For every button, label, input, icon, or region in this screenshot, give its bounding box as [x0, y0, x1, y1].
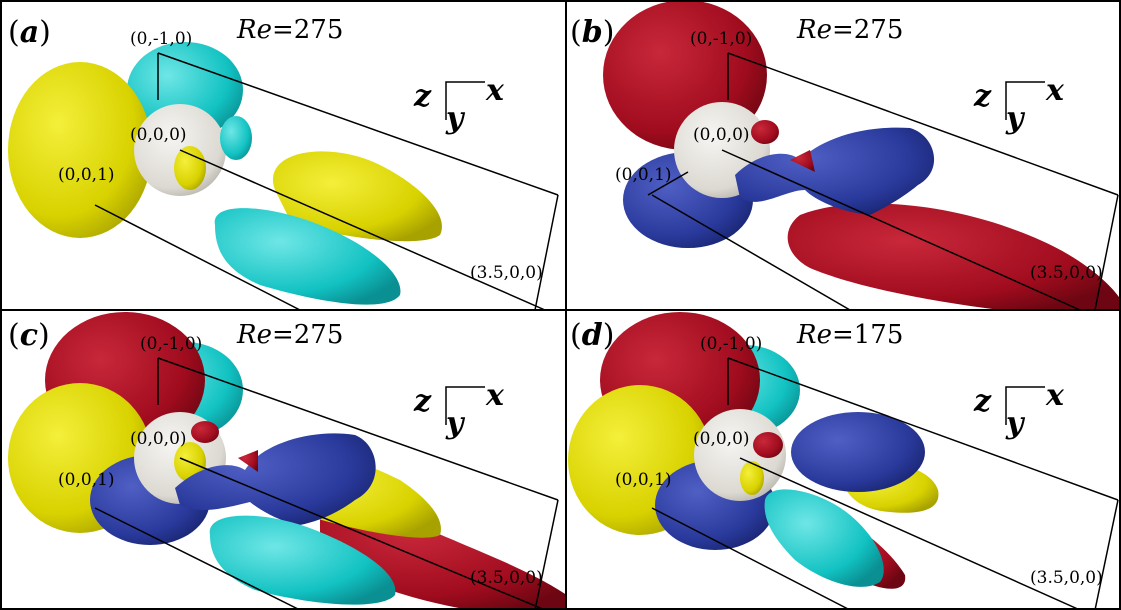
axis-x-c: x [485, 378, 505, 413]
axis-x-b: x [1045, 73, 1065, 108]
axis-y-a: y [445, 101, 466, 136]
panel-c [8, 312, 565, 610]
coord-top-b: (0,-1,0) [690, 29, 752, 49]
panel-b [566, 0, 1121, 310]
axis-z-b: z [973, 79, 992, 114]
axis-triad-c [445, 386, 485, 425]
coord-origin-a: (0,0,0) [130, 125, 187, 145]
axis-y-d: y [1005, 406, 1026, 441]
panel-a [8, 42, 559, 310]
coord-side-d: (0,0,1) [615, 470, 672, 490]
coord-origin-b: (0,0,0) [693, 125, 750, 145]
coord-end-a: (3.5,0,0) [470, 263, 543, 283]
panel-letter-a: (a) [8, 15, 51, 50]
axis-x-a: x [485, 73, 505, 108]
axis-z-d: z [973, 384, 992, 419]
axis-z-a: z [413, 79, 432, 114]
coord-side-b: (0,0,1) [615, 165, 672, 185]
panel-letter-d: (d) [570, 318, 614, 353]
axis-triad-a [445, 81, 485, 120]
panel-letter-b: (b) [570, 15, 614, 50]
axis-y-c: y [445, 406, 466, 441]
re-label-d: Re=175 [796, 320, 903, 350]
coord-side-a: (0,0,1) [58, 165, 115, 185]
panel-d [568, 312, 1119, 610]
re-label-b: Re=275 [796, 15, 903, 45]
coord-end-d: (3.5,0,0) [1030, 568, 1103, 588]
axis-z-c: z [413, 384, 432, 419]
re-label-c: Re=275 [236, 320, 343, 350]
axis-y-b: y [1005, 101, 1026, 136]
axis-triad-d [1005, 386, 1045, 425]
panel-letter-c: (c) [8, 318, 50, 353]
coord-end-c: (3.5,0,0) [470, 568, 543, 588]
axis-x-d: x [1045, 378, 1065, 413]
coord-origin-d: (0,0,0) [693, 429, 750, 449]
coord-top-c: (0,-1,0) [140, 334, 202, 354]
re-label-a: Re=275 [236, 15, 343, 45]
coord-top-a: (0,-1,0) [130, 29, 192, 49]
coord-side-c: (0,0,1) [58, 470, 115, 490]
coord-end-b: (3.5,0,0) [1030, 263, 1103, 283]
coord-top-d: (0,-1,0) [700, 334, 762, 354]
axis-triad-b [1005, 81, 1045, 120]
coord-origin-c: (0,0,0) [130, 429, 187, 449]
